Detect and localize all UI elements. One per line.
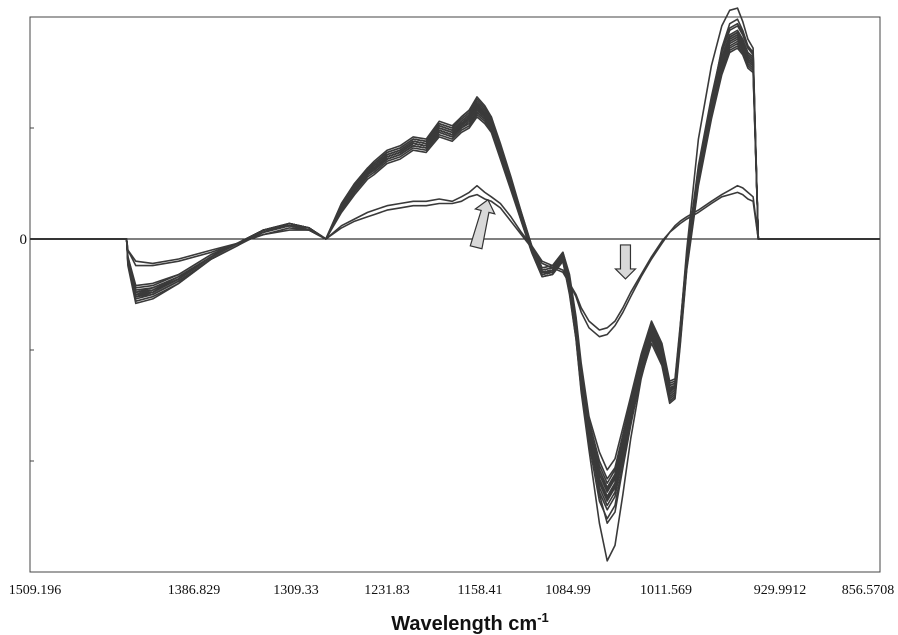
series-lines [30, 7, 880, 562]
arrow-up-icon [469, 198, 496, 250]
x-axis-label-superscript: -1 [537, 610, 549, 625]
x-tick-label: 1509.196 [9, 583, 62, 598]
x-tick-label: 1011.569 [640, 583, 692, 598]
annotation-arrows [469, 198, 637, 280]
x-tick-label: 1231.83 [364, 583, 410, 598]
y-axis-ticks [30, 16, 34, 573]
arrow-down-icon [614, 244, 637, 280]
x-tick-label: 856.5708 [842, 583, 895, 598]
x-tick-label: 1084.99 [545, 583, 591, 598]
x-tick-label: 1386.829 [168, 583, 221, 598]
series-line-17 [30, 191, 880, 331]
x-axis-label: Wavelength cm-1 [391, 610, 549, 635]
x-axis-label-main: Wavelength cm [391, 613, 537, 635]
x-tick-label: 929.9912 [754, 583, 807, 598]
x-tick-label: 1309.33 [273, 583, 319, 598]
x-tick-labels: 1509.196 1386.829 1309.33 1231.83 1158.41 108… [9, 583, 895, 598]
x-tick-label: 1158.41 [458, 583, 503, 598]
plot-frame [29, 16, 881, 573]
y-tick-label-zero: 0 [20, 232, 28, 248]
series-line-18 [30, 7, 880, 562]
